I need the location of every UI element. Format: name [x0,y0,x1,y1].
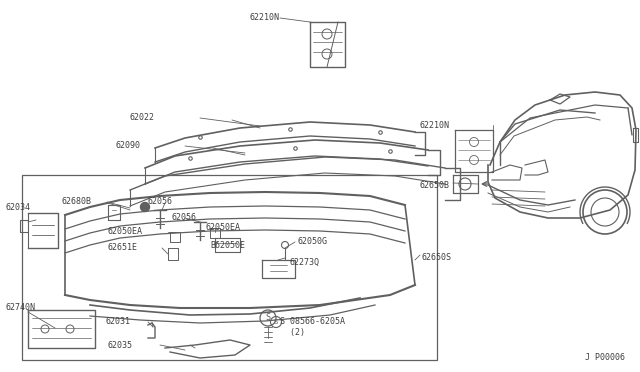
Text: S 08566-6205A: S 08566-6205A [280,317,345,327]
Text: 62210N: 62210N [420,121,450,129]
Text: S: S [266,314,271,323]
Text: 62273Q: 62273Q [290,257,320,266]
Text: 62056: 62056 [172,214,197,222]
Text: B62050E: B62050E [210,241,245,250]
Text: 62050EA: 62050EA [205,224,240,232]
Text: 62650S: 62650S [422,253,452,263]
Bar [22,175,437,360]
Text: 62031: 62031 [105,317,130,327]
Text: 62680B: 62680B [62,198,92,206]
Text: 62210N: 62210N [250,13,280,22]
Text: 62035: 62035 [108,340,133,350]
Text: J P00006: J P00006 [585,353,625,362]
Text: 62050EA: 62050EA [108,228,143,237]
Text: 62650B: 62650B [420,180,450,189]
Text: 62651E: 62651E [108,244,138,253]
Text: 62034: 62034 [5,203,30,212]
Text: 62056: 62056 [148,198,173,206]
Text: 62050G: 62050G [298,237,328,247]
Text: 62090: 62090 [115,141,140,151]
Text: (2): (2) [280,327,305,337]
Text: 62022: 62022 [130,113,155,122]
Circle shape [141,202,150,212]
Text: S: S [274,319,278,325]
Text: 62740N: 62740N [5,304,35,312]
